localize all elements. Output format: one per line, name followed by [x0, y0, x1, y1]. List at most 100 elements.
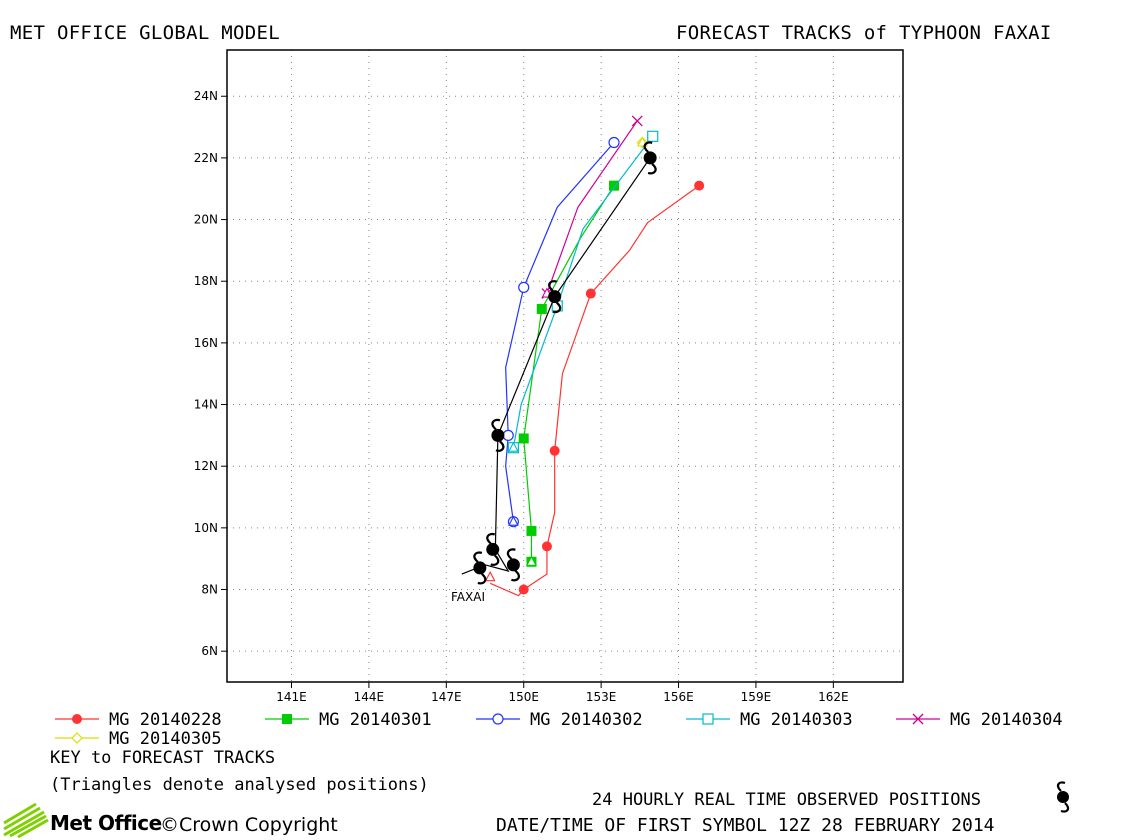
legend-marker: [702, 713, 714, 725]
observed-positions-label: 24 HOURLY REAL TIME OBSERVED POSITIONS: [592, 790, 981, 810]
typhoon-symbol-arm: [647, 163, 657, 175]
forecast-track-line: [505, 142, 615, 522]
header-left-title: MET OFFICE GLOBAL MODEL: [10, 22, 280, 44]
typhoon-symbol-core: [491, 428, 505, 442]
analysed-position-triangle: [484, 571, 496, 582]
legend-entry: MG 20140304: [896, 710, 1063, 730]
legend-entry: MG 20140302: [476, 710, 643, 730]
legend-key-note: (Triangles denote analysed positions): [50, 775, 429, 795]
typhoon-symbol-arm: [495, 440, 505, 452]
first-symbol-date-label: DATE/TIME OF FIRST SYMBOL 12Z 28 FEBRUAR…: [496, 815, 995, 836]
legend-label: MG 20140302: [530, 710, 643, 730]
typhoon-symbol-arm: [491, 418, 501, 431]
forecast-point: [518, 281, 530, 293]
forecast-track-line: [523, 185, 615, 562]
typhoon-symbol-core: [643, 151, 657, 165]
typhoon-symbol-core: [506, 558, 520, 572]
lat-tick-label: 6N: [201, 644, 218, 658]
header-right-title: FORECAST TRACKS of TYPHOON FAXAI: [676, 22, 1052, 44]
typhoon-symbol: [486, 532, 500, 566]
legend-entry: MG 20140305: [55, 729, 222, 749]
typhoon-symbol-arm: [643, 141, 653, 153]
longitude-axis: 141E 144E 147E 150E 153E 156E 159E 162E: [276, 682, 849, 704]
lon-tick-label: 141E: [276, 690, 307, 704]
lat-tick-label: 18N: [194, 274, 218, 288]
crown-copyright: ©Crown Copyright: [160, 814, 338, 836]
typhoon-symbol-arm: [486, 532, 496, 545]
lat-tick-label: 22N: [194, 151, 218, 165]
forecast-point: [518, 584, 529, 595]
forecast-point: [526, 525, 537, 536]
lat-tick-label: 20N: [194, 213, 218, 227]
met-office-logo-text: Met Office: [50, 811, 162, 835]
forecast-point: [631, 115, 643, 127]
forecast-point: [541, 541, 552, 552]
forecast-tracks: [484, 115, 705, 597]
analysed-position-triangle: [507, 515, 519, 526]
legend-label: MG 20140303: [740, 710, 853, 730]
typhoon-symbol: [548, 280, 562, 314]
latitude-axis: 6N 8N 10N 12N 14N 16N 18N 20N 22N 24N: [194, 89, 227, 658]
map-frame: [226, 49, 904, 683]
legend-label: MG 20140304: [950, 710, 1063, 730]
forecast-series-0: [489, 180, 705, 597]
typhoon-symbol: [643, 141, 657, 175]
forecast-series-1: [518, 180, 620, 567]
typhoon-symbol-arm: [552, 301, 562, 314]
forecast-track-line: [512, 135, 654, 448]
typhoon-symbol-arm: [477, 573, 487, 585]
typhoon-symbol: [506, 548, 520, 582]
forecast-point: [647, 130, 659, 142]
typhoon-symbol-arm: [511, 570, 520, 582]
legend-label: MG 20140301: [319, 710, 432, 730]
typhoon-symbol: [491, 418, 505, 452]
legend-entry: MG 20140303: [686, 710, 853, 730]
forecast-track-line: [489, 185, 700, 597]
lat-tick-label: 14N: [194, 398, 218, 412]
forecast-point: [518, 433, 529, 444]
typhoon-symbol-arm: [548, 280, 558, 292]
legend-label: MG 20140305: [109, 729, 222, 749]
typhoon-symbol-core: [548, 290, 562, 304]
lon-tick-label: 153E: [586, 690, 617, 704]
observed-track-line: [461, 157, 651, 575]
forecast-point: [609, 180, 620, 191]
lat-tick-label: 10N: [194, 521, 218, 535]
typhoon-symbol: [473, 551, 487, 585]
legend-marker: [492, 713, 504, 725]
lon-tick-label: 150E: [508, 690, 539, 704]
legend-marker: [72, 714, 82, 724]
lon-tick-label: 144E: [354, 690, 385, 704]
forecast-point: [608, 136, 620, 149]
legend-label: MG 20140228: [109, 710, 222, 730]
observed-position-legend-icon: [1056, 781, 1070, 813]
legend: MG 20140228 MG 20140301 MG 20140302 MG 2014…: [55, 710, 1063, 749]
legend-entry: MG 20140301: [265, 710, 432, 730]
lat-tick-label: 12N: [194, 459, 218, 473]
typhoon-symbol-arm: [473, 551, 483, 563]
typhoon-symbol-core: [473, 561, 487, 575]
typhoon-symbol-arm: [506, 548, 516, 560]
lat-tick-label: 24N: [194, 89, 218, 103]
lon-tick-label: 162E: [818, 690, 849, 704]
lon-tick-label: 147E: [431, 690, 462, 704]
forecast-track-line: [546, 120, 638, 294]
lon-tick-label: 156E: [663, 690, 694, 704]
forecast-point: [549, 445, 560, 456]
lat-tick-label: 16N: [194, 336, 218, 350]
analysed-position-triangle: [507, 441, 519, 452]
forecast-point: [694, 180, 705, 191]
typhoon-symbol-arm: [490, 554, 500, 566]
analysed-position-triangle: [526, 555, 537, 566]
forecast-point: [536, 303, 547, 314]
lon-tick-label: 159E: [741, 690, 772, 704]
lat-tick-label: 8N: [201, 583, 218, 597]
typhoon-symbol-core: [486, 542, 500, 556]
storm-name-label: FAXAI: [451, 590, 485, 604]
met-office-logo: [3, 781, 1070, 839]
legend-marker: [71, 732, 83, 744]
forecast-point: [502, 429, 514, 441]
legend-marker: [282, 714, 292, 724]
observed-positions: [461, 141, 657, 585]
